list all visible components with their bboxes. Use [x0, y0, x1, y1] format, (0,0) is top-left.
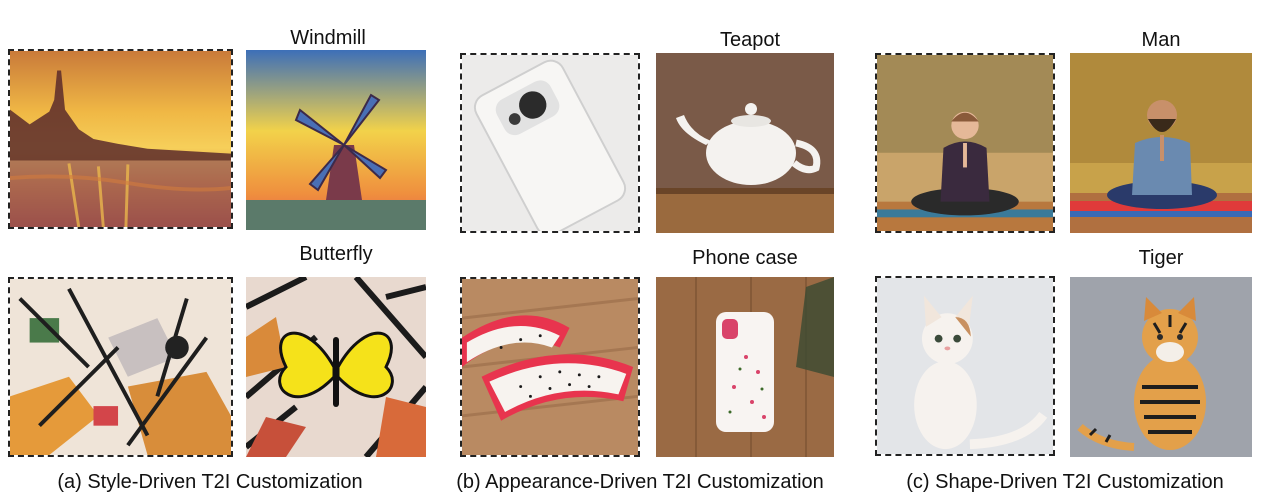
appearance-bottom-label: Phone case	[692, 247, 798, 269]
generated-tiger-image	[1070, 277, 1252, 457]
style-top-label: Windmill	[290, 27, 366, 49]
appearance-caption: (b) Appearance-Driven T2I Customization	[456, 471, 824, 493]
generated-windmill-image	[246, 50, 426, 230]
generated-teapot-image	[656, 53, 834, 233]
shape-caption: (c) Shape-Driven T2I Customization	[906, 471, 1224, 493]
style-reference-sunset-painting	[8, 49, 233, 229]
shape-reference-kitten	[875, 276, 1055, 456]
shape-reference-woman-meditating	[875, 53, 1055, 233]
appearance-top-label: Teapot	[719, 29, 781, 51]
shape-bottom-label: Tiger	[1138, 247, 1184, 269]
style-reference-abstract-painting	[8, 277, 233, 457]
appearance-reference-dragon-fruit	[460, 277, 640, 457]
generated-butterfly-image	[246, 277, 426, 457]
shape-top-label: Man	[1141, 29, 1181, 51]
style-caption: (a) Style-Driven T2I Customization	[57, 471, 363, 493]
generated-man-image	[1070, 53, 1252, 233]
style-bottom-label: Butterfly	[299, 243, 373, 265]
appearance-reference-phone	[460, 53, 640, 233]
generated-phone-case-image	[656, 277, 834, 457]
